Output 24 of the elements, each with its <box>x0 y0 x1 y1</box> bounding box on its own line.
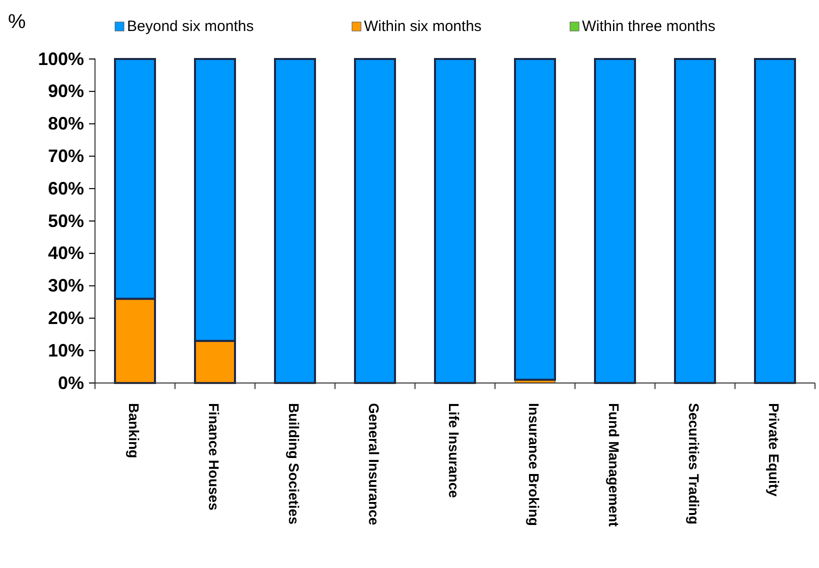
x-tick-label: Private Equity <box>766 403 782 497</box>
x-tick-label: General Insurance <box>366 403 382 526</box>
y-tick-label: 70% <box>48 146 84 166</box>
x-tick-label: Securities Trading <box>686 403 702 524</box>
x-tick-label: Building Societies <box>286 403 302 525</box>
legend-label: Within three months <box>582 18 716 35</box>
legend-label: Beyond six months <box>127 18 254 35</box>
y-tick-label: 0% <box>58 372 84 393</box>
y-tick-label: 80% <box>48 114 84 134</box>
y-tick-label: 100% <box>38 48 84 69</box>
legend-label: Within six months <box>364 18 482 35</box>
y-tick-label: 30% <box>48 276 84 296</box>
y-tick-label: 50% <box>48 210 84 231</box>
x-tick-label: Life Insurance <box>446 403 462 498</box>
y-tick-label: 40% <box>48 243 84 264</box>
y-tick-label: 10% <box>48 340 84 360</box>
y-tick-label: 60% <box>48 178 84 198</box>
y-tick-label: 20% <box>48 308 84 328</box>
y-tick-label: 90% <box>48 81 84 102</box>
x-tick-label: Fund Management <box>606 403 622 528</box>
x-tick-label: Banking <box>126 403 142 458</box>
x-tick-label: Finance Houses <box>206 403 222 511</box>
x-tick-label: Insurance Broking <box>526 403 542 526</box>
y-axis-title: % <box>8 11 26 33</box>
